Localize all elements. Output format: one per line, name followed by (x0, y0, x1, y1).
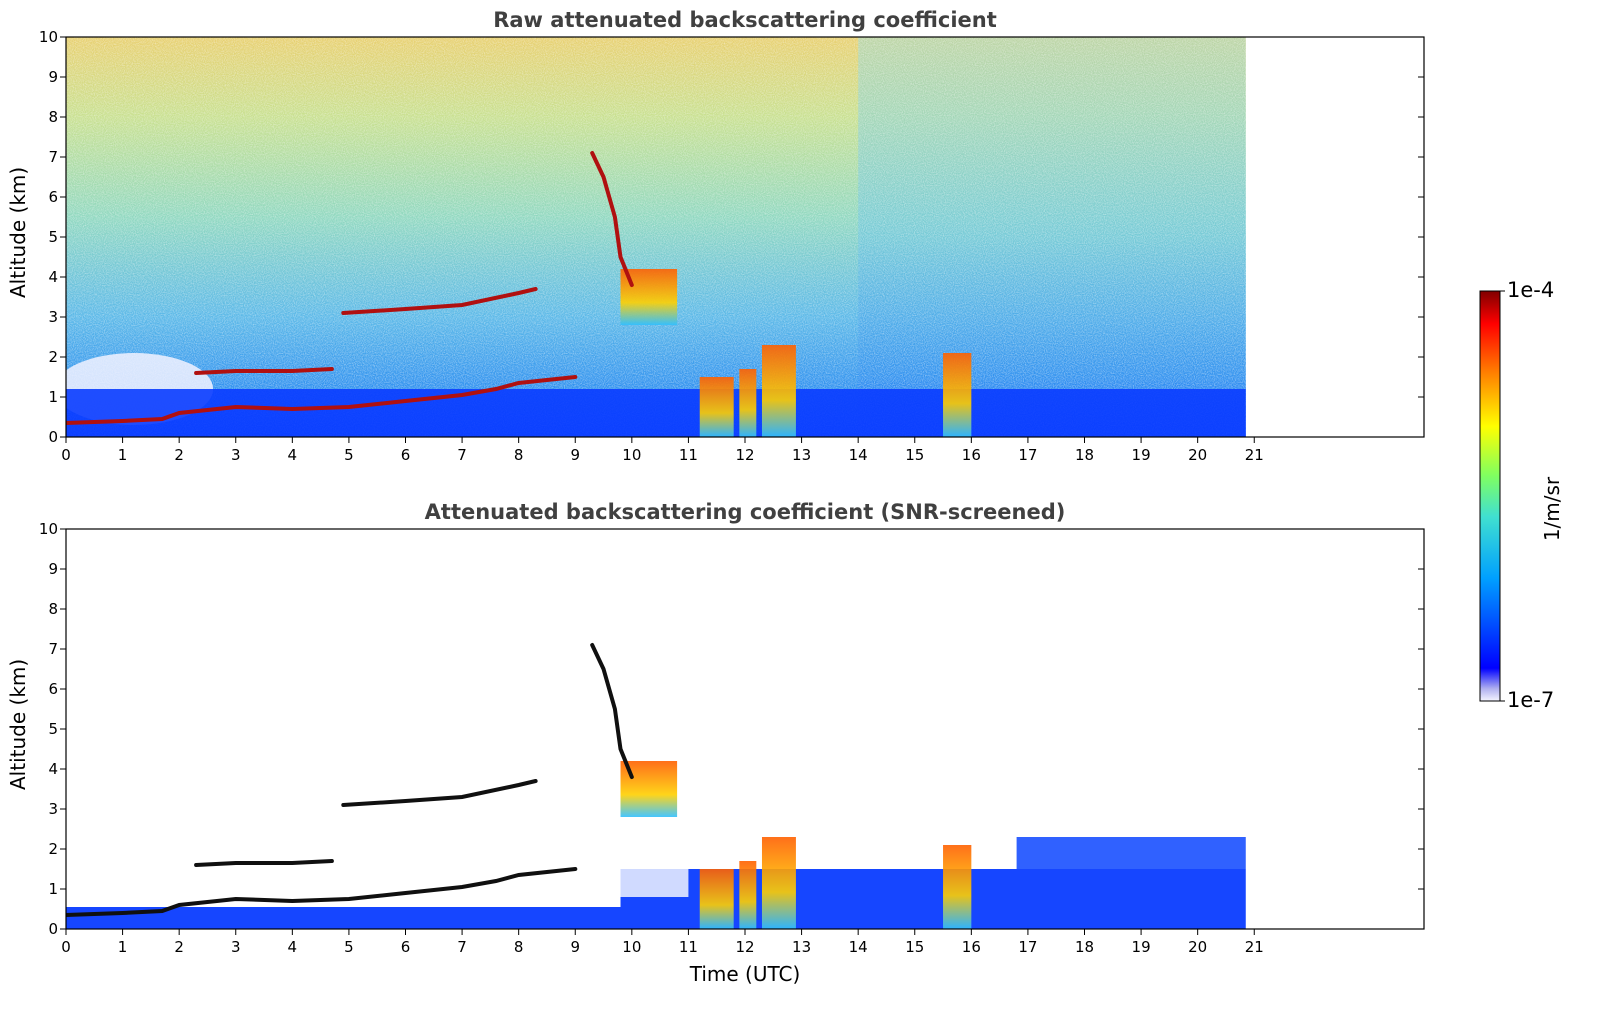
cloud-patch (761, 345, 796, 437)
bottom-y-tick-label: 7 (48, 640, 58, 658)
top-chart-title: Raw attenuated backscattering coefficien… (493, 8, 997, 32)
bottom-y-tick-label: 0 (48, 920, 58, 938)
top-y-tick-label: 7 (48, 148, 58, 166)
bottom-x-tick-label: 15 (905, 938, 924, 956)
top-panel: 0 1 2 3 4 5 6 7 8 9 10 11 12 13 14 15 16 17 18 19 20 21012345… (39, 28, 1425, 464)
bottom-x-tick-label: 2 (174, 938, 184, 956)
colorbar-max-label: 1e-4 (1507, 278, 1555, 302)
top-x-tick-label: 8 (514, 446, 524, 464)
top-x-tick-label: 4 (288, 446, 298, 464)
cloud-patch (761, 837, 796, 929)
bottom-y-tick-label: 6 (48, 680, 58, 698)
top-x-tick-label: 19 (1132, 446, 1151, 464)
bottom-x-tick-label: 9 (570, 938, 580, 956)
top-x-tick-label: 11 (679, 446, 698, 464)
top-x-tick-label: 1 (118, 446, 128, 464)
bottom-x-tick-label: 7 (457, 938, 467, 956)
top-x-tick-label: 13 (792, 446, 811, 464)
bottom-y-tick-label: 2 (48, 840, 58, 858)
screened-gap-2 (603, 869, 689, 897)
bottom-x-axis-label: Time (UTC) (689, 962, 801, 986)
top-x-tick-label: 20 (1188, 446, 1207, 464)
bottom-x-tick-label: 6 (401, 938, 411, 956)
top-x-tick-label: 7 (457, 446, 467, 464)
bottom-x-tick-label: 11 (679, 938, 698, 956)
top-x-tick-label: 0 (61, 446, 71, 464)
cloud-patch (739, 861, 757, 929)
boundary-layer (66, 389, 1246, 437)
screened-late-layer (1016, 837, 1246, 869)
top-x-tick-label: 2 (174, 446, 184, 464)
aerosol-layer (194, 859, 334, 867)
bottom-x-tick-label: 12 (735, 938, 754, 956)
bottom-x-tick-label: 1 (118, 938, 128, 956)
noise-overlay (66, 37, 1246, 437)
bottom-x-tick-label: 17 (1018, 938, 1037, 956)
bottom-x-tick-label: 3 (231, 938, 241, 956)
aerosol-layer (66, 867, 578, 917)
top-x-tick-label: 9 (570, 446, 580, 464)
bottom-y-tick-label: 1 (48, 880, 58, 898)
bottom-x-tick-label: 5 (344, 938, 354, 956)
bottom-x-tick-label: 4 (288, 938, 298, 956)
top-x-tick-label: 18 (1075, 446, 1094, 464)
aerosol-layer (590, 151, 634, 287)
bottom-x-tick-label: 18 (1075, 938, 1094, 956)
bottom-x-tick-label: 16 (962, 938, 981, 956)
bottom-y-tick-label: 3 (48, 800, 58, 818)
bottom-x-tick-label: 13 (792, 938, 811, 956)
bottom-chart-title: Attenuated backscattering coefficient (S… (424, 500, 1066, 524)
bottom-panel: 0 1 2 3 4 5 6 7 8 9 10 11 12 13 14 15 16 17 18 19 20 21012345… (39, 520, 1425, 956)
bottom-x-tick-label: 21 (1245, 938, 1264, 956)
cloud-patch (699, 869, 734, 929)
bottom-x-tick-label: 0 (61, 938, 71, 956)
top-y-tick-label: 4 (48, 268, 58, 286)
top-x-tick-label: 14 (849, 446, 868, 464)
bottom-plot-area (66, 643, 1246, 929)
top-y-tick-label: 5 (48, 228, 58, 246)
top-x-tick-label: 5 (344, 446, 354, 464)
bottom-x-tick-label: 10 (622, 938, 641, 956)
cloud-patch (943, 845, 972, 929)
cloud-patch (739, 369, 757, 437)
aerosol-layer (194, 367, 334, 375)
top-y-tick-label: 8 (48, 108, 58, 126)
top-x-tick-label: 6 (401, 446, 411, 464)
bottom-x-tick-label: 19 (1132, 938, 1151, 956)
top-y-tick-label: 0 (48, 428, 58, 446)
colorbar-unit-label: 1/m/sr (1540, 476, 1564, 542)
top-y-tick-label: 9 (48, 68, 58, 86)
bottom-y-tick-label: 10 (39, 520, 58, 538)
top-y-tick-label: 6 (48, 188, 58, 206)
aerosol-layer (66, 375, 578, 425)
top-x-tick-label: 15 (905, 446, 924, 464)
bottom-x-tick-label: 20 (1188, 938, 1207, 956)
bottom-y-tick-label: 8 (48, 600, 58, 618)
bottom-y-tick-label: 5 (48, 720, 58, 738)
top-x-tick-label: 17 (1018, 446, 1037, 464)
colorbar (1479, 290, 1505, 702)
colorbar-gradient (1479, 290, 1501, 702)
bottom-x-tick-label: 14 (849, 938, 868, 956)
top-y-tick-label: 1 (48, 388, 58, 406)
top-y-tick-label: 3 (48, 308, 58, 326)
cloud-patch (699, 377, 734, 437)
top-x-tick-label: 10 (622, 446, 641, 464)
top-y-tick-label: 2 (48, 348, 58, 366)
top-x-tick-label: 3 (231, 446, 241, 464)
aerosol-layer (590, 643, 634, 779)
colorbar-min-label: 1e-7 (1507, 688, 1555, 712)
bottom-x-tick-label: 8 (514, 938, 524, 956)
top-y-tick-label: 10 (39, 28, 58, 46)
top-x-tick-label: 16 (962, 446, 981, 464)
bottom-y-tick-label: 4 (48, 760, 58, 778)
top-x-tick-label: 21 (1245, 446, 1264, 464)
bottom-y-tick-label: 9 (48, 560, 58, 578)
top-plot-area (66, 37, 1246, 437)
cloud-patch (943, 353, 972, 437)
aerosol-layer (341, 779, 538, 807)
top-x-tick-label: 12 (735, 446, 754, 464)
aerosol-layer (341, 287, 538, 315)
